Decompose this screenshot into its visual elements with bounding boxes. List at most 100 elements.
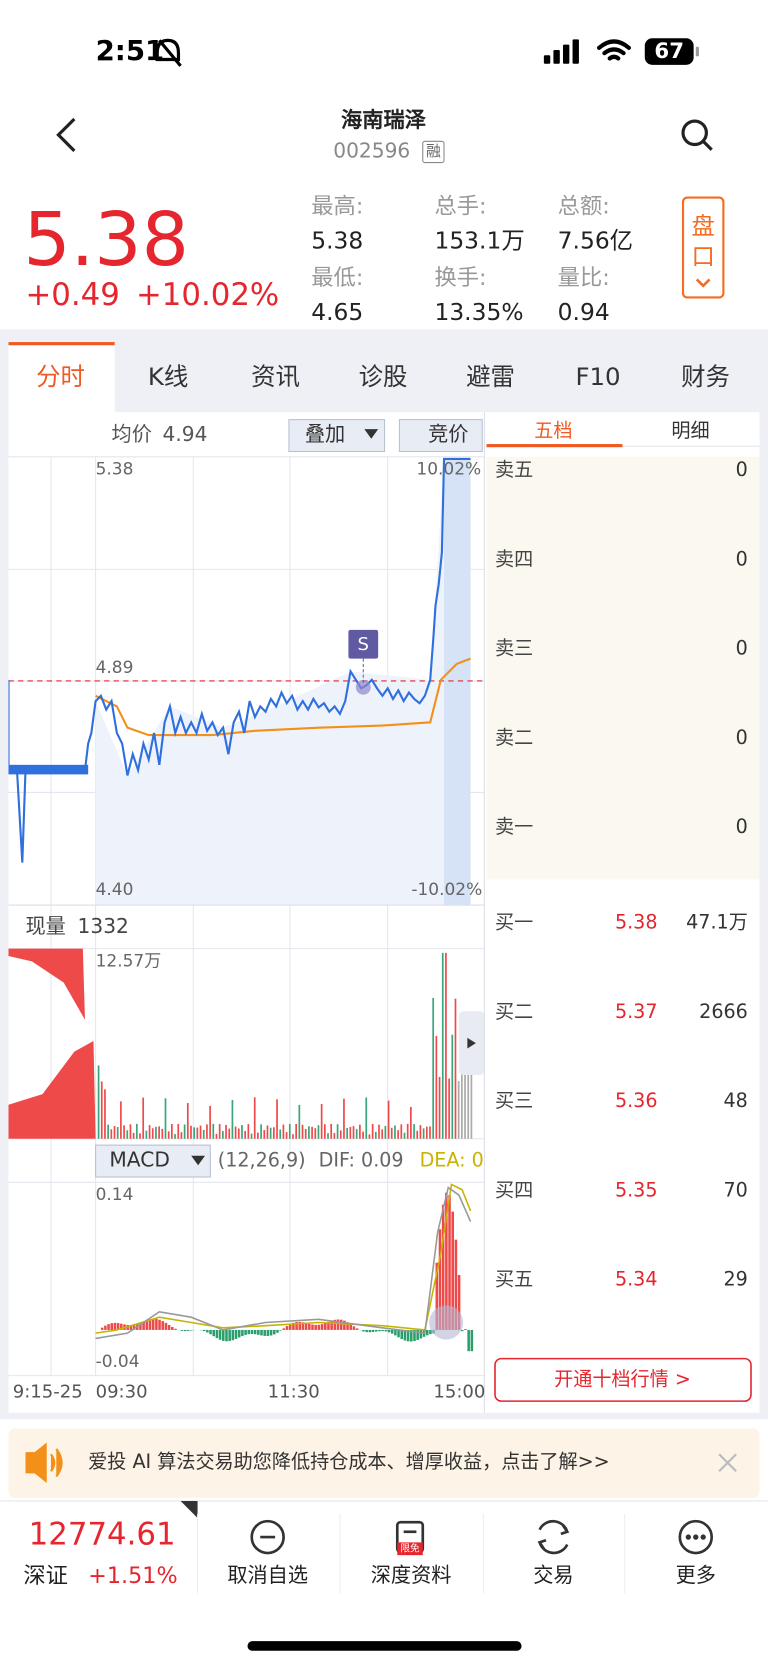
bid-label: 买三: [495, 1089, 533, 1112]
search-button[interactable]: [681, 119, 713, 151]
banner[interactable]: [8, 1428, 760, 1498]
overlay-button[interactable]: [288, 419, 386, 453]
stock-name: 海南瑞泽: [341, 107, 427, 133]
volume-bar: [129, 1124, 132, 1139]
volume-bar: [410, 1106, 412, 1139]
bid-label: 买二: [495, 1000, 533, 1023]
macd-bar: [467, 1329, 470, 1352]
auction-volume-top: [8, 948, 85, 1020]
nav-item[interactable]: 交易: [533, 1563, 573, 1587]
macd-bar: [346, 1322, 349, 1330]
ask-volume: 0: [736, 815, 748, 838]
volume-bar: [231, 1099, 234, 1139]
volume-bar: [183, 1124, 186, 1139]
nav-item[interactable]: 深度资料: [371, 1563, 452, 1587]
volume-bar: [416, 1130, 419, 1139]
ten-level-button[interactable]: [494, 1357, 752, 1402]
macd-bar: [368, 1329, 372, 1333]
status-time: 2:51: [96, 34, 165, 67]
chevron: [695, 278, 711, 288]
volume-bar: [266, 1125, 269, 1139]
volume-bar: [155, 1126, 157, 1139]
macd-bar: [151, 1319, 155, 1330]
volume-bar: [378, 1124, 380, 1139]
macd-bar: [167, 1324, 171, 1330]
tab[interactable]: K线: [148, 362, 188, 391]
volume-bar: [429, 1126, 431, 1139]
macd-bar: [228, 1329, 231, 1342]
tab[interactable]: F10: [575, 362, 620, 391]
back-button[interactable]: [56, 117, 76, 152]
bid-label: 买四: [495, 1178, 533, 1201]
tab[interactable]: 资讯: [251, 362, 300, 391]
macd-bar: [218, 1329, 222, 1340]
dif-line: [95, 1186, 472, 1340]
nav-item[interactable]: 取消自选: [227, 1563, 308, 1587]
volume-bar: [151, 1128, 154, 1139]
bid-volume: 48: [723, 1089, 747, 1112]
volume-bar: [222, 1131, 224, 1139]
sell-marker: S: [358, 634, 369, 655]
volume-bar: [390, 1127, 393, 1139]
stat-label: 总额:: [558, 194, 610, 220]
panel-button[interactable]: [681, 196, 725, 299]
volume-bar: [260, 1124, 262, 1139]
pct-high: 10.02%: [416, 460, 481, 480]
index-name: 深证: [23, 1563, 68, 1589]
volume-bar: [272, 1127, 275, 1139]
stat-label: 最低:: [311, 265, 363, 291]
volume-bar: [100, 1081, 103, 1139]
macd-bar: [394, 1329, 397, 1336]
stat-label: 总手:: [434, 194, 486, 220]
macd-bar: [260, 1329, 263, 1336]
change-pct: +10.02%: [136, 277, 279, 313]
ask-volume: 0: [736, 458, 748, 481]
bid-price: 5.34: [615, 1268, 658, 1291]
volume-bar: [257, 1132, 259, 1139]
volume-bar: [110, 1129, 113, 1139]
macd-bar: [231, 1329, 235, 1341]
volume-bar: [397, 1130, 399, 1139]
tab[interactable]: 避雷: [466, 362, 515, 391]
nav-item[interactable]: 更多: [676, 1563, 716, 1587]
macd-bar: [336, 1319, 340, 1330]
macd-bar: [253, 1329, 257, 1335]
volume-bar: [464, 1024, 466, 1139]
macd-bar: [247, 1329, 251, 1335]
panel-button-label: 盘: [692, 212, 715, 240]
macd-bar: [400, 1329, 404, 1340]
ask-label: 卖五: [495, 458, 533, 481]
auction-button[interactable]: [398, 419, 483, 453]
macd-bar: [406, 1329, 410, 1342]
stat-value: 0.94: [558, 298, 610, 326]
volume-bar: [206, 1124, 208, 1139]
volume-bar: [145, 1130, 148, 1139]
volume-bar: [225, 1124, 227, 1139]
macd-high: 0.14: [96, 1185, 134, 1205]
volume-bar: [304, 1128, 307, 1139]
tab[interactable]: 财务: [681, 362, 730, 391]
volume-bar: [279, 1129, 282, 1139]
macd-bar: [288, 1324, 292, 1330]
volume-bar: [438, 1076, 441, 1139]
tab[interactable]: 分时: [36, 362, 85, 391]
indicator-select[interactable]: [95, 1144, 211, 1178]
macd-bar: [139, 1323, 142, 1330]
tab[interactable]: 诊股: [359, 362, 408, 391]
volume-bar: [349, 1126, 352, 1139]
book-tab[interactable]: 五档: [534, 419, 572, 442]
zoom-button[interactable]: [429, 1305, 464, 1340]
macd-bar: [445, 1192, 448, 1330]
macd-bar: [295, 1322, 298, 1330]
stat-label: 量比:: [558, 265, 610, 291]
home-indicator: [247, 1641, 522, 1651]
close-banner[interactable]: [718, 1453, 737, 1472]
stock-code: 002596: [333, 138, 410, 162]
macd-bar: [413, 1329, 416, 1342]
macd-bar: [339, 1319, 343, 1330]
volume-bar: [451, 1034, 454, 1139]
macd-bar: [298, 1321, 302, 1330]
book-tab[interactable]: 明细: [671, 419, 709, 442]
